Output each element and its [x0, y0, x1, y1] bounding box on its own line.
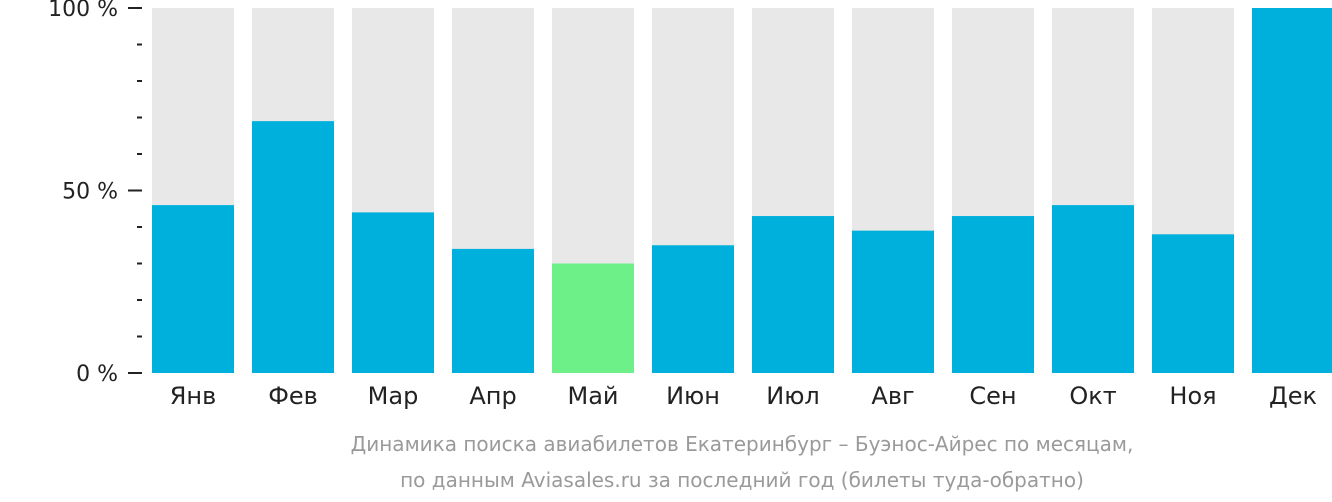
- bar-6[interactable]: [652, 245, 734, 373]
- x-tick-label: Сен: [969, 382, 1016, 410]
- x-tick-label: Июн: [666, 382, 720, 410]
- y-tick-label: 0 %: [76, 362, 118, 387]
- bar-12[interactable]: [1252, 8, 1332, 373]
- bar-9[interactable]: [952, 216, 1034, 373]
- x-tick-label: Июл: [766, 382, 820, 410]
- bar-2[interactable]: [252, 121, 334, 374]
- x-tick-label: Ноя: [1169, 382, 1216, 410]
- x-tick-label: Апр: [469, 382, 516, 410]
- x-axis-labels: Янв Фев Мар Апр Май Июн Июл Авг Сен Окт Ноя Дек: [170, 382, 1317, 410]
- x-tick-label: Мар: [368, 382, 419, 410]
- caption-line-2: по данным Aviasales.ru за последний год …: [400, 468, 1084, 492]
- bar-1[interactable]: [152, 205, 234, 373]
- bar-7[interactable]: [752, 216, 834, 373]
- bar-11[interactable]: [1152, 234, 1234, 373]
- caption-line-1: Динамика поиска авиабилетов Екатеринбург…: [351, 432, 1134, 456]
- x-tick-label: Окт: [1069, 382, 1116, 410]
- x-tick-label: Дек: [1269, 382, 1317, 410]
- x-tick-label: Янв: [170, 382, 217, 410]
- chart-caption: Динамика поиска авиабилетов Екатеринбург…: [351, 432, 1134, 492]
- bars-group: [152, 8, 1332, 374]
- bar-3[interactable]: [352, 212, 434, 373]
- y-tick-label: 100 %: [48, 0, 118, 22]
- x-tick-label: Май: [567, 382, 618, 410]
- y-tick-label: 50 %: [62, 180, 118, 205]
- x-tick-label: Фев: [268, 382, 318, 410]
- bar-5[interactable]: [552, 263, 634, 374]
- y-axis: 0 % 50 % 100 %: [48, 0, 142, 387]
- bar-4[interactable]: [452, 248, 534, 373]
- bar-8[interactable]: [852, 230, 934, 373]
- bar-10[interactable]: [1052, 205, 1134, 373]
- x-tick-label: Авг: [871, 382, 914, 410]
